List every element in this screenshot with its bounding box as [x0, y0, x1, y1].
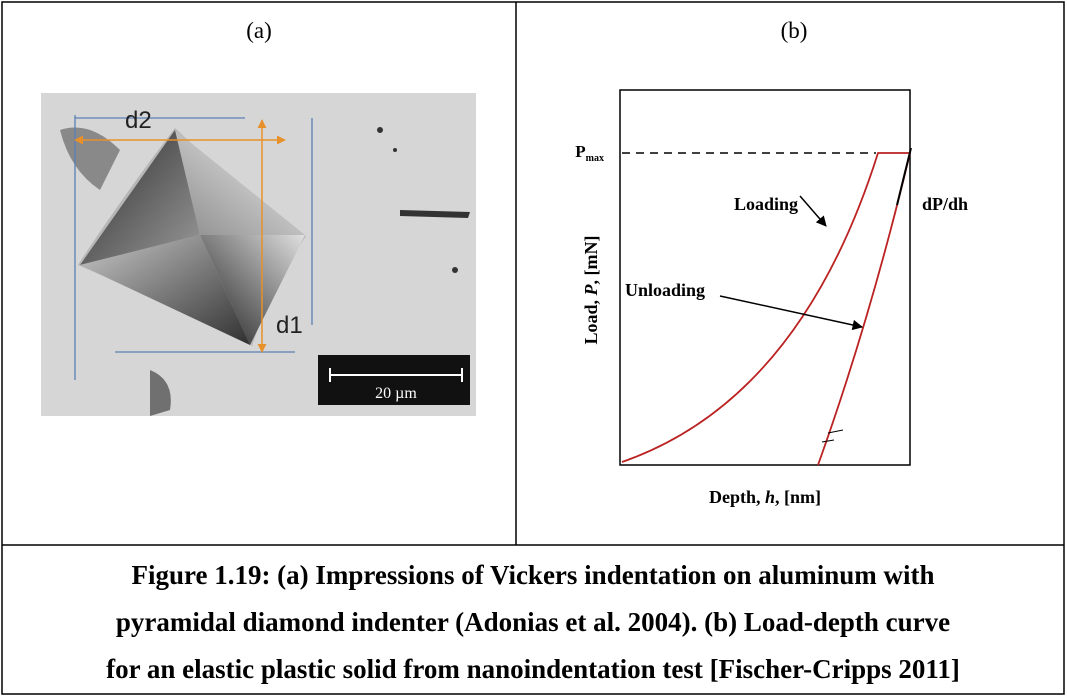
y-label-suffix: , [mN]: [581, 235, 601, 284]
d1-label: d1: [276, 312, 303, 339]
panel-label: (b): [781, 18, 808, 43]
figure-page: (a) d2 d1 20 µm (b) Pm: [0, 0, 1067, 697]
x-label-prefix: Depth,: [709, 487, 765, 507]
pmax-label: Pmax: [575, 142, 604, 164]
caption-line: Figure 1.19: (a) Impressions of Vickers …: [131, 560, 934, 590]
pmax-subscript: max: [586, 153, 604, 164]
panel-label: (a): [246, 18, 272, 43]
micrograph: d2 d1 20 µm: [41, 93, 476, 416]
y-axis-label: Load, P, [mN]: [581, 235, 601, 344]
slope-label: dP/dh: [922, 194, 968, 214]
caption-line: for an elastic plastic solid from nanoin…: [106, 654, 960, 684]
pmax-symbol: P: [575, 142, 585, 161]
unloading-label: Unloading: [625, 280, 705, 300]
caption-line: pyramidal diamond indenter (Adonias et a…: [116, 607, 950, 637]
scale-bar-label: 20 µm: [375, 385, 417, 402]
x-axis-label: Depth, h, [nm]: [709, 487, 821, 507]
x-label-suffix: , [nm]: [775, 487, 821, 507]
d2-label: d2: [125, 107, 152, 134]
caption: Figure 1.19: (a) Impressions of Vickers …: [106, 560, 960, 684]
y-label-prefix: Load,: [581, 295, 601, 344]
x-label-variable: h: [765, 487, 775, 507]
loading-label: Loading: [734, 194, 798, 214]
load-depth-plot: Pmax Loading dP/dh Unloading Load, P, [m…: [575, 90, 968, 507]
